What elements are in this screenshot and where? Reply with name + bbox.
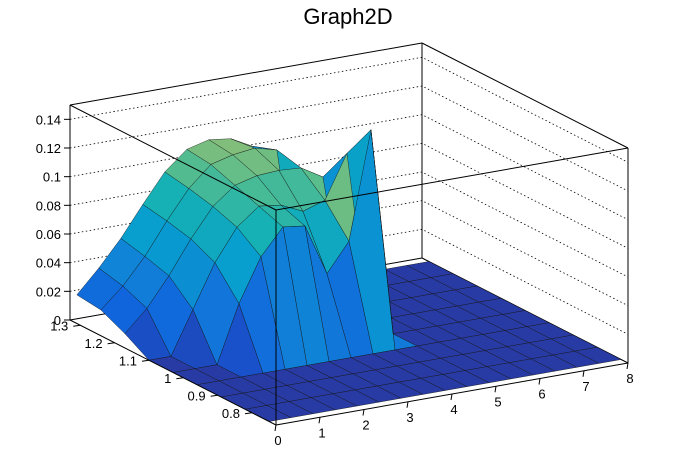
left-bottom-edge — [69, 319, 277, 426]
z-gridline — [69, 228, 629, 335]
y-tick-label: 1.1 — [119, 353, 137, 368]
z-gridline — [69, 56, 629, 163]
z-gridline — [69, 171, 629, 278]
back-top-edge — [69, 42, 423, 106]
x-tick-mark — [274, 424, 277, 432]
x-tick-mark — [582, 370, 585, 377]
x-tick-label: 2 — [362, 418, 369, 433]
surface-mesh — [76, 129, 622, 422]
y-tick-mark — [176, 377, 184, 380]
surface-cell — [574, 347, 622, 364]
y-tick-mark — [73, 324, 81, 327]
x-tick-label: 6 — [538, 387, 545, 402]
z-tick-label: 0.12 — [36, 141, 61, 156]
x-tick-mark — [450, 393, 453, 401]
front-frame — [69, 104, 629, 426]
y-tick-label: 0.9 — [188, 388, 206, 403]
front-top-edge — [275, 147, 629, 211]
right-top-edge — [421, 42, 629, 149]
y-tick-mark — [141, 359, 150, 362]
x-tick-label: 5 — [494, 394, 501, 409]
chart-title: Graph2D — [303, 4, 393, 29]
z-tick-label: 0.1 — [43, 170, 61, 185]
z-gridline — [69, 114, 629, 221]
z-gridlines — [69, 56, 629, 335]
left-top-edge — [69, 104, 277, 211]
x-tick-mark — [494, 386, 497, 393]
x-tick-label: 4 — [450, 402, 457, 417]
y-tick-label: 1.3 — [50, 318, 68, 333]
axis-ticks: 0123456780.80.911.11.21.300.020.040.060.… — [36, 112, 634, 448]
z-tick-label: 0.02 — [36, 284, 61, 299]
z-gridline — [69, 85, 629, 192]
x-tick-mark — [318, 417, 321, 424]
y-tick-label: 1.2 — [85, 336, 103, 351]
x-tick-mark — [406, 401, 409, 408]
x-tick-label: 3 — [406, 410, 413, 425]
z-tick-label: 0 — [54, 313, 61, 328]
x-tick-label: 1 — [318, 425, 325, 440]
y-tick-label: 1 — [164, 371, 171, 386]
z-tick-label: 0.04 — [36, 256, 61, 271]
y-tick-label: 0.8 — [222, 406, 240, 421]
x-tick-label: 0 — [274, 433, 281, 448]
z-tick-label: 0.06 — [36, 227, 61, 242]
x-tick-mark — [626, 362, 629, 370]
z-tick-label: 0.08 — [36, 198, 61, 213]
z-tick-label: 0.14 — [36, 112, 61, 127]
y-tick-mark — [210, 394, 218, 397]
x-tick-mark — [538, 378, 541, 385]
y-tick-mark — [244, 412, 253, 415]
z-gridline — [69, 142, 629, 249]
x-tick-label: 7 — [582, 379, 589, 394]
x-tick-mark — [362, 409, 365, 416]
y-tick-mark — [107, 342, 115, 345]
z-gridline — [69, 200, 629, 307]
x-tick-label: 8 — [626, 371, 633, 386]
